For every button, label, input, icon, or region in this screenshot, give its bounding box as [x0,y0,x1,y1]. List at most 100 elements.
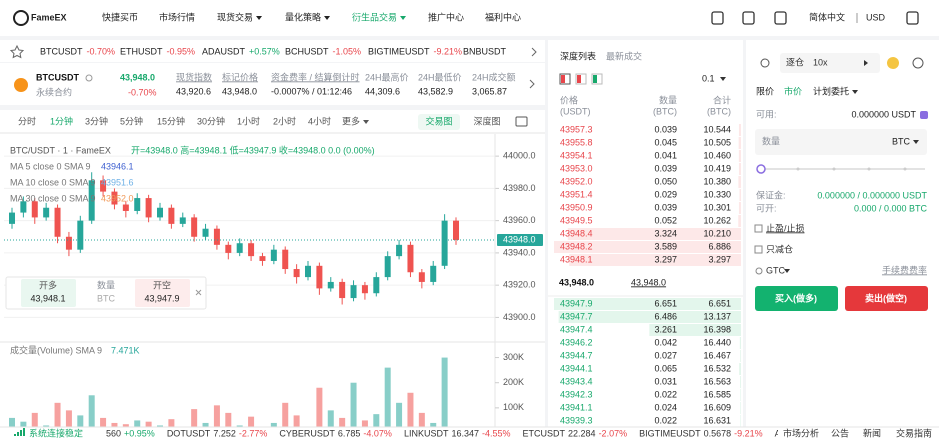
book-price[interactable]: 43946.2 [560,337,593,347]
footer-ticker-price: 0.5678 [704,428,732,438]
footer-ticker-symbol: CYBERUSDT [279,428,335,438]
book-price[interactable]: 43941.1 [560,402,593,412]
info-icon [85,74,93,82]
volume-bar [373,414,380,433]
interval[interactable]: 4小时 [308,115,331,126]
nav-item[interactable]: 衍生品交易 [352,11,397,22]
chart-tab[interactable]: 交易图 [425,115,452,126]
book-price[interactable]: 43955.8 [560,137,593,147]
signal-icon [17,432,19,436]
interval[interactable]: 更多 [342,115,360,126]
book-price[interactable]: 43947.9 [560,298,593,308]
book-price[interactable]: 43948.2 [560,241,593,251]
nav-item[interactable]: 快捷买币 [102,11,138,22]
order-type-tab[interactable]: 市价 [784,85,802,96]
ticker-symbol[interactable]: BTCUSDT [40,46,83,56]
ticker-symbol[interactable]: ETHUSDT [120,46,163,56]
volume-bar [327,410,334,433]
y-tick-label: 300K [503,352,524,362]
interval[interactable]: 15分钟 [157,115,185,126]
depth-bar [740,376,741,388]
book-price[interactable]: 43943.4 [560,376,593,386]
book-price[interactable]: 43954.1 [560,150,593,160]
book-price[interactable]: 43944.7 [560,350,593,360]
footer-link[interactable]: 公告 [831,427,849,438]
chart-tab[interactable]: 深度图 [473,115,500,126]
footer-link[interactable]: 交易指南 [896,427,932,438]
book-qty: 0.065 [654,363,677,373]
checkbox[interactable] [754,245,763,254]
volume-bar [9,417,15,433]
orderbook-tab[interactable]: 深度列表 [560,50,596,61]
dropdown-arrow [720,77,726,81]
nav-item[interactable]: 现货交易 [217,11,253,22]
book-price[interactable]: 43947.4 [560,324,593,334]
mid-price: 43,948.0 [559,277,594,287]
order-type-tab[interactable]: 计划委托 [813,85,849,96]
qty-input[interactable] [755,129,927,155]
volume-bar [100,417,107,433]
ticker-symbol[interactable]: BIGTIMEUSDT [368,46,430,56]
nav-item[interactable]: 市场行情 [159,11,195,22]
short-button[interactable] [135,279,190,307]
buy-button[interactable] [755,286,838,311]
book-total: 6.886 [708,241,731,251]
book-price[interactable]: 43948.1 [560,254,593,264]
book-price[interactable]: 43952.0 [560,176,593,186]
book-price[interactable]: 43947.7 [560,311,593,321]
sell-button[interactable] [845,286,928,311]
language[interactable]: 简体中文 [809,11,845,22]
nav-item[interactable]: 福利中心 [485,11,521,22]
orderbook-tab[interactable]: 最新成交 [606,50,642,61]
interval[interactable]: 1小时 [237,115,260,126]
nav-item[interactable]: 量化策略 [285,11,321,22]
checkbox[interactable] [754,224,763,233]
book-price[interactable]: 43942.3 [560,389,593,399]
book-qty: 0.050 [654,176,677,186]
candle-body [441,220,448,266]
footer-link[interactable]: 新闻 [863,427,881,438]
book-price[interactable]: 43957.3 [560,124,593,134]
margin-mode[interactable]: 逐仓 [786,56,804,67]
column-header: 合计 [713,94,731,105]
interval[interactable]: 1分钟 [50,115,73,126]
logo-icon [13,10,29,26]
currency[interactable]: USD [866,12,886,22]
interval[interactable]: 3分钟 [85,115,108,126]
candle-body [168,207,175,224]
book-price[interactable]: 43948.4 [560,228,593,238]
long-button[interactable] [21,279,76,307]
interval[interactable]: 30分钟 [197,115,225,126]
precision[interactable]: 0.1 [702,73,715,83]
book-price[interactable]: 43939.3 [560,415,593,425]
ticker-symbol[interactable]: BCHUSDT [285,46,329,56]
book-price[interactable]: 43950.9 [560,202,593,212]
view-toggle [575,73,587,85]
ticker-symbol[interactable]: ADAUSDT [202,46,246,56]
leverage[interactable]: 10x [813,57,828,67]
symbol: BTCUSDT [36,72,79,82]
book-price[interactable]: 43949.5 [560,215,593,225]
slider-handle[interactable] [756,164,766,174]
interval[interactable]: 5分钟 [120,115,143,126]
qty-unit[interactable]: BTC [892,136,911,146]
candle-body [31,201,38,218]
footer-link[interactable]: 市场分析 [783,427,819,438]
footer-ticker-price: 22.284 [568,428,596,438]
interval[interactable]: 2小时 [273,115,296,126]
volume-bar [441,357,448,433]
book-price[interactable]: 43944.1 [560,363,593,373]
nav-item[interactable]: 推广中心 [428,11,464,22]
interval[interactable]: 分时 [18,115,36,126]
candle-body [248,243,255,257]
ticker-symbol[interactable]: BNBUSDT [463,46,507,56]
time-in-force[interactable]: GTC [766,265,785,275]
y-tick-label: 43900.0 [503,312,536,322]
order-type-tab[interactable]: 限价 [756,86,774,96]
user-icon [774,11,787,25]
book-price[interactable]: 43953.0 [560,163,593,173]
footer-ticker-price: 560 [106,428,121,438]
book-price[interactable]: 43951.4 [560,189,593,199]
volume-bar [31,412,38,433]
signal-icon [20,430,22,436]
